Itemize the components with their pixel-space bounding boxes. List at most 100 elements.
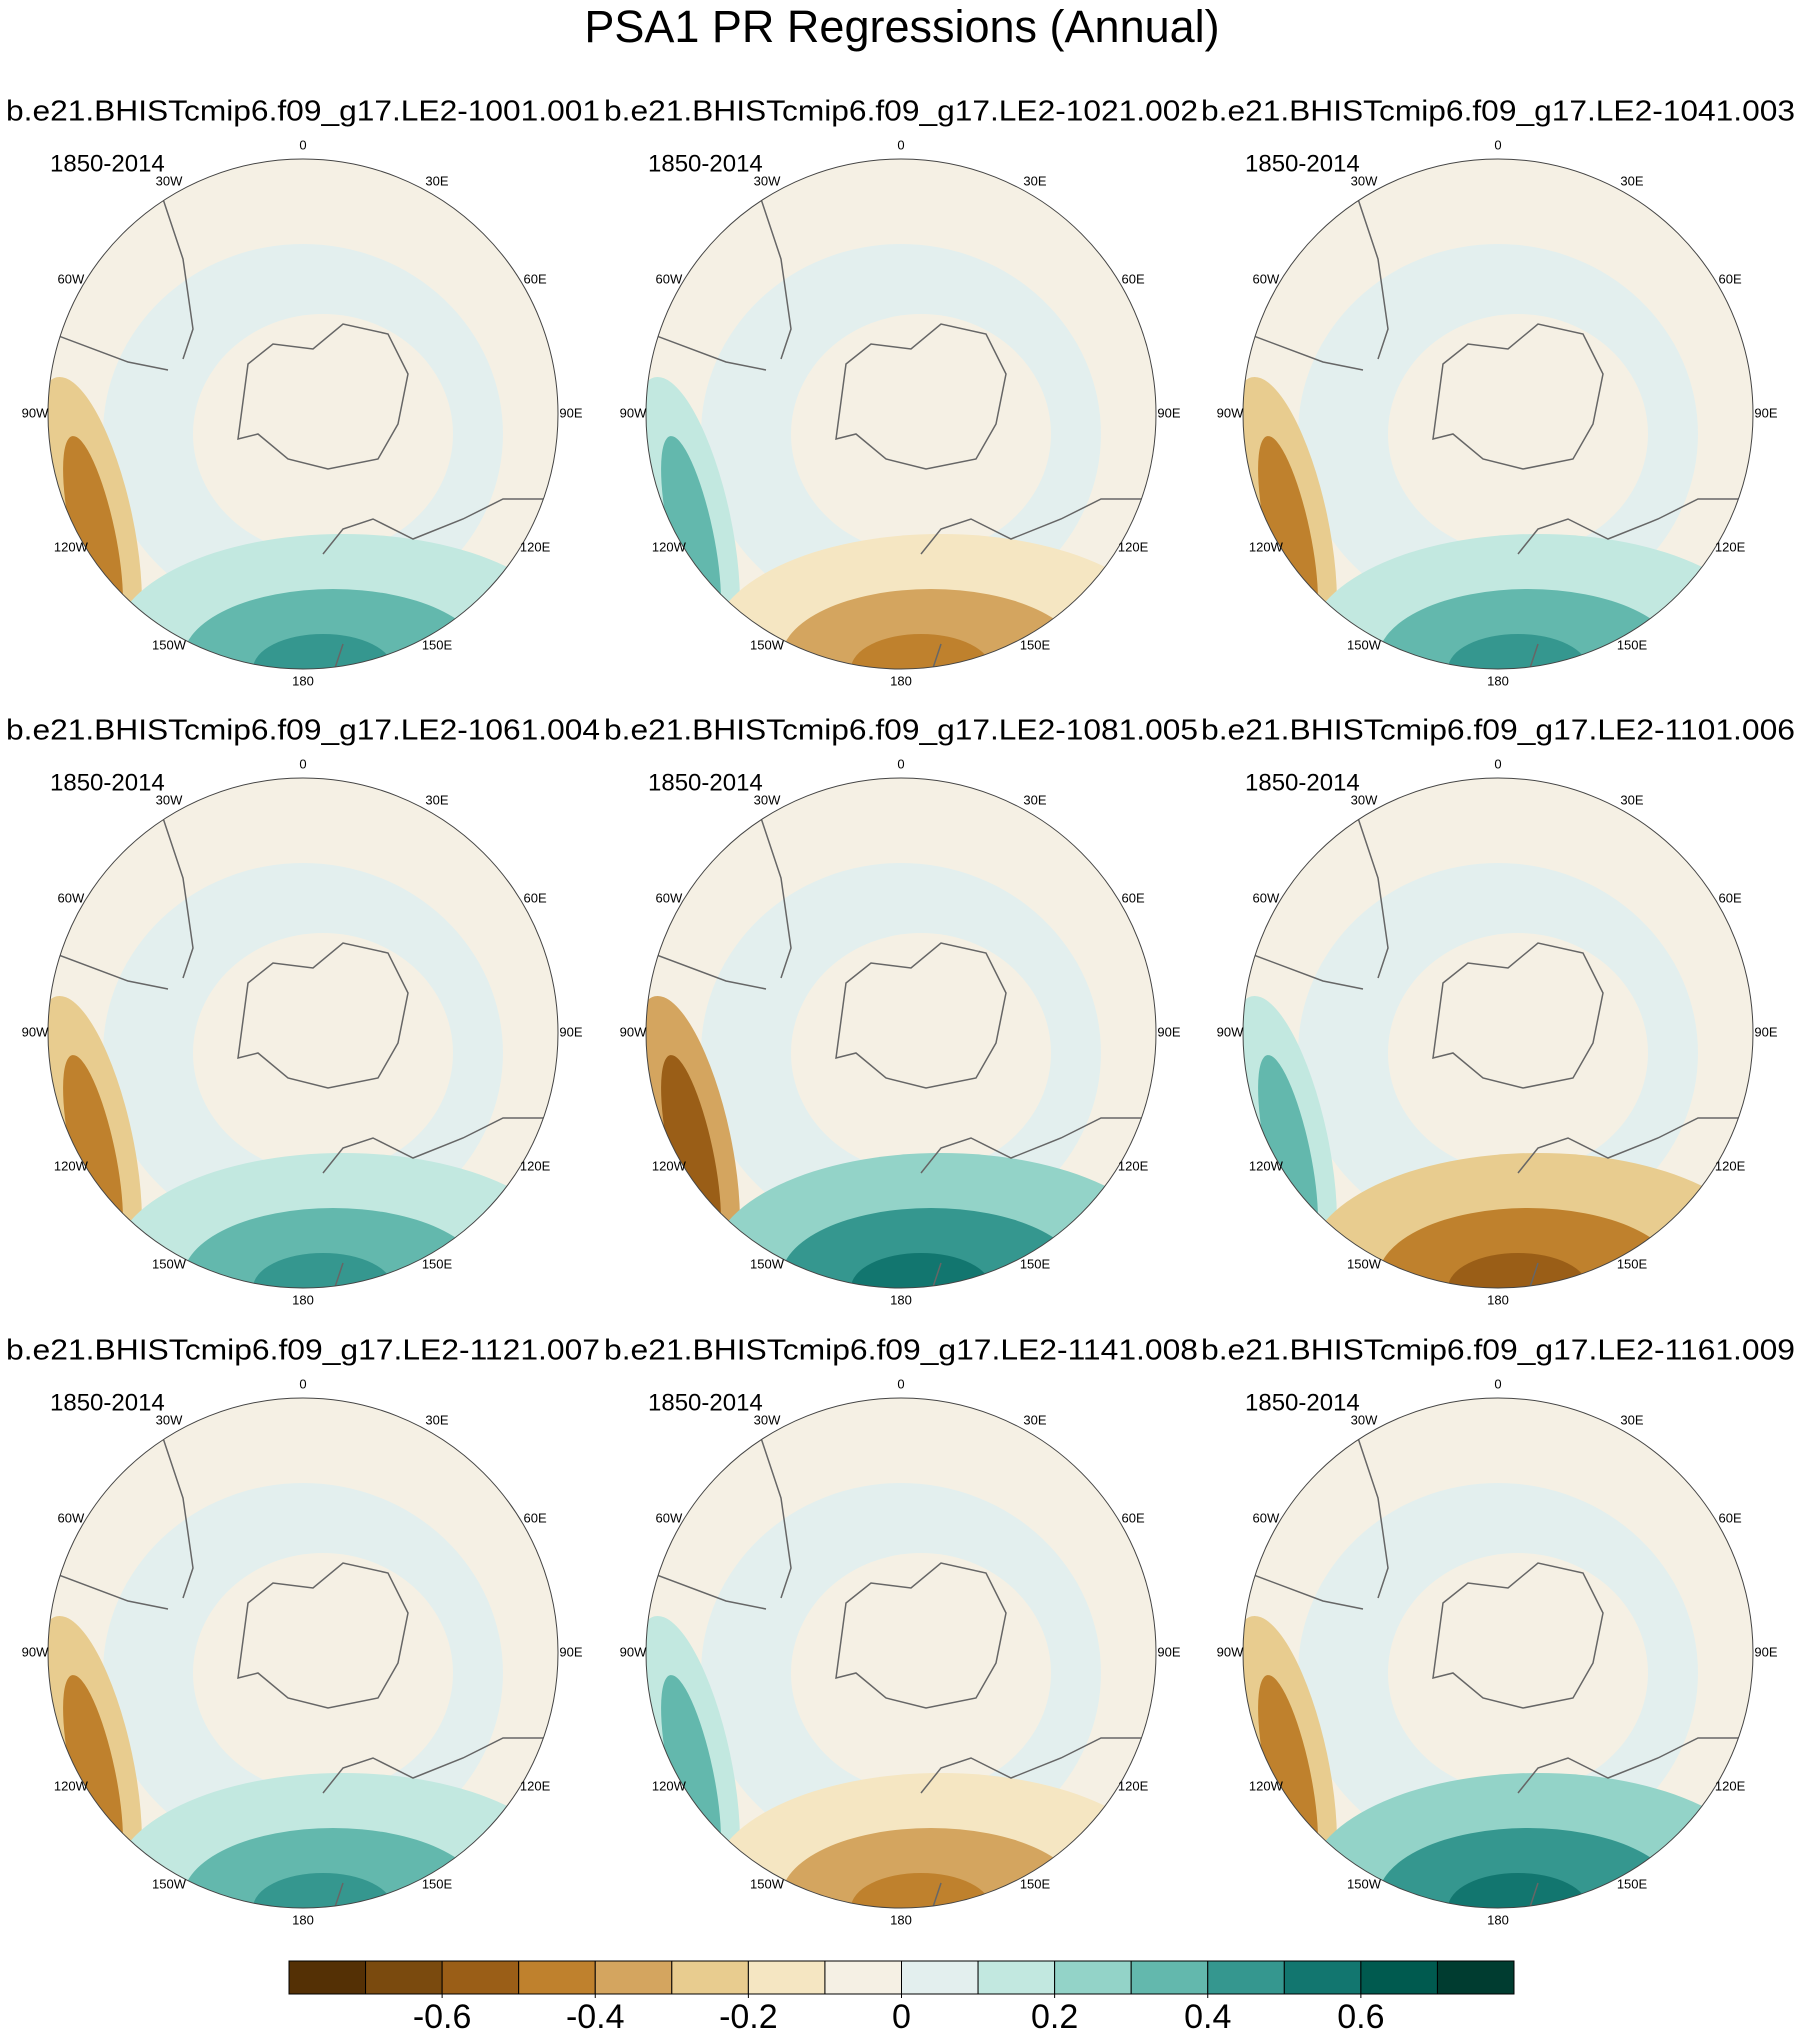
colorbar-tick-label: 0.6 bbox=[1337, 1998, 1384, 2036]
south-america bbox=[646, 817, 792, 990]
panel-title: b.e21.BHISTcmip6.f09_g17.LE2-1021.002 bbox=[604, 96, 1198, 128]
lon-label: 30W bbox=[1351, 1412, 1378, 1427]
lon-label: 180 bbox=[1487, 1292, 1509, 1307]
lon-label: 120W bbox=[54, 1158, 89, 1173]
lon-label: 120W bbox=[652, 1158, 687, 1173]
lon-label: 120E bbox=[1118, 1158, 1149, 1173]
field-inner bbox=[791, 933, 1051, 1173]
lon-label: 30W bbox=[156, 792, 183, 807]
map-field bbox=[1243, 1398, 1753, 1908]
australia bbox=[1517, 1737, 1753, 1908]
lon-label: 120W bbox=[1249, 1158, 1284, 1173]
lon-label: 120W bbox=[54, 1778, 89, 1793]
field-blob-core bbox=[851, 1253, 991, 1288]
lon-label: 120W bbox=[1249, 539, 1284, 554]
lon-label: 0 bbox=[1494, 137, 1501, 152]
lon-label: 0 bbox=[1494, 756, 1501, 771]
lon-label: 30W bbox=[156, 173, 183, 188]
antarctica bbox=[1432, 942, 1604, 1089]
field-inner bbox=[791, 1553, 1051, 1793]
south-america bbox=[48, 1437, 194, 1610]
field-inner bbox=[193, 1553, 453, 1793]
colorbar-box bbox=[671, 1960, 749, 1995]
antarctica bbox=[835, 1562, 1007, 1709]
lon-label: 150E bbox=[1020, 1877, 1051, 1892]
colorbar-box bbox=[288, 1960, 367, 1995]
map-border bbox=[1242, 1397, 1754, 1909]
colorbar-tick-label: -0.4 bbox=[566, 1998, 625, 2036]
antarctica bbox=[237, 1562, 409, 1709]
colorbar-box bbox=[1436, 1960, 1515, 1995]
lon-label: 150E bbox=[1020, 638, 1051, 653]
colorbar-tick-label: 0.4 bbox=[1184, 1998, 1231, 2036]
figure-title: PSA1 PR Regressions (Annual) bbox=[584, 1, 1219, 52]
lon-label: 150W bbox=[750, 1877, 785, 1892]
lon-label: 90E bbox=[1754, 405, 1777, 420]
colorbar-box bbox=[441, 1960, 520, 1995]
antarctica bbox=[1432, 323, 1604, 470]
lon-label: 90W bbox=[620, 1644, 647, 1659]
panel-period: 1850-2014 bbox=[1245, 1389, 1360, 1416]
australia bbox=[322, 498, 558, 669]
lon-label: 90W bbox=[620, 1024, 647, 1039]
panel-title: b.e21.BHISTcmip6.f09_g17.LE2-1061.004 bbox=[6, 715, 600, 747]
lon-label: 120W bbox=[652, 1778, 687, 1793]
lon-label: 60E bbox=[524, 890, 547, 905]
south-america bbox=[1243, 198, 1389, 371]
lon-label: 180 bbox=[1487, 673, 1509, 688]
field-blob-core bbox=[1448, 1873, 1588, 1908]
lon-label: 150E bbox=[1617, 638, 1648, 653]
lon-label: 90E bbox=[1754, 1024, 1777, 1039]
panel-title: b.e21.BHISTcmip6.f09_g17.LE2-1141.008 bbox=[604, 1335, 1198, 1367]
lon-label: 150W bbox=[1347, 1877, 1382, 1892]
lon-label: 90E bbox=[1157, 1644, 1180, 1659]
lon-label: 150W bbox=[1347, 638, 1382, 653]
lon-label: 30W bbox=[156, 1412, 183, 1427]
field-blob-core bbox=[253, 634, 393, 669]
colorbar-box bbox=[901, 1960, 979, 1995]
lon-label: 120W bbox=[54, 539, 89, 554]
australia bbox=[1517, 1117, 1753, 1288]
lon-label: 150E bbox=[422, 1877, 453, 1892]
lon-label: 30E bbox=[425, 1412, 448, 1427]
lon-label: 150W bbox=[750, 638, 785, 653]
lon-label: 30E bbox=[1620, 792, 1643, 807]
panel-title: b.e21.BHISTcmip6.f09_g17.LE2-1121.007 bbox=[6, 1335, 600, 1367]
colorbar-box bbox=[594, 1960, 673, 1995]
australia bbox=[920, 498, 1156, 669]
lon-label: 90E bbox=[559, 1024, 582, 1039]
map-border bbox=[645, 1397, 1157, 1909]
map-field bbox=[646, 778, 1156, 1288]
lon-label: 30E bbox=[1023, 173, 1046, 188]
antarctica bbox=[237, 323, 409, 470]
lon-label: 120E bbox=[520, 1158, 551, 1173]
map-border bbox=[1242, 158, 1754, 670]
lon-label: 60W bbox=[656, 1510, 683, 1525]
lon-label: 180 bbox=[890, 1292, 912, 1307]
lon-label: 60E bbox=[1122, 890, 1145, 905]
lon-label: 60W bbox=[58, 890, 85, 905]
lon-label: 0 bbox=[299, 1376, 306, 1391]
lon-label: 90E bbox=[559, 405, 582, 420]
lon-label: 150W bbox=[1347, 1257, 1382, 1272]
colorbar-box bbox=[1360, 1960, 1438, 1995]
lon-label: 180 bbox=[1487, 1912, 1509, 1927]
lon-label: 60E bbox=[524, 271, 547, 286]
field-blob-core bbox=[1448, 1253, 1588, 1288]
lon-label: 180 bbox=[292, 1912, 314, 1927]
antarctica bbox=[1432, 1562, 1604, 1709]
lon-label: 90W bbox=[22, 405, 49, 420]
south-america bbox=[646, 198, 792, 371]
map-border bbox=[645, 158, 1157, 670]
field-blob-core bbox=[851, 1873, 991, 1908]
colorbar-tick-label: -0.6 bbox=[413, 1998, 472, 2036]
lon-label: 150W bbox=[750, 1257, 785, 1272]
panel-period: 1850-2014 bbox=[648, 769, 763, 796]
panel-title: b.e21.BHISTcmip6.f09_g17.LE2-1001.001 bbox=[6, 96, 600, 128]
colorbar-box bbox=[1054, 1960, 1132, 1995]
south-america bbox=[48, 198, 194, 371]
lon-label: 90W bbox=[22, 1644, 49, 1659]
map-field bbox=[48, 1398, 558, 1908]
map-field bbox=[1243, 778, 1753, 1288]
lon-label: 30W bbox=[754, 173, 781, 188]
